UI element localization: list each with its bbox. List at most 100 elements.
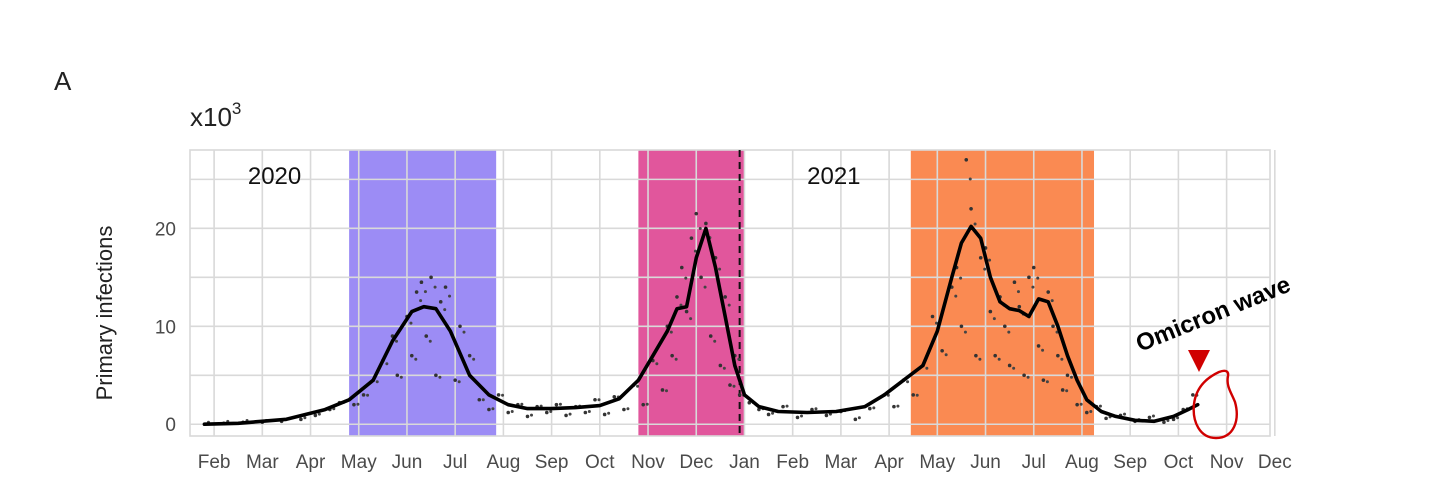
daily-point — [911, 393, 916, 397]
daily-point — [896, 404, 900, 408]
daily-point — [375, 380, 379, 384]
daily-point — [419, 299, 423, 303]
daily-point — [597, 398, 601, 402]
daily-point — [1045, 380, 1049, 384]
daily-point — [781, 404, 785, 409]
y-scale-exponent: 3 — [231, 99, 242, 118]
daily-point — [520, 402, 524, 406]
daily-point — [477, 397, 482, 402]
daily-point — [1123, 412, 1127, 416]
daily-point — [626, 407, 630, 411]
daily-point — [718, 267, 722, 271]
daily-point — [814, 407, 818, 411]
daily-point — [419, 280, 424, 285]
x-tick-label: Jul — [443, 452, 467, 473]
daily-point — [703, 285, 707, 289]
daily-point — [645, 402, 649, 406]
daily-point — [1031, 285, 1035, 289]
daily-point — [622, 407, 626, 412]
daily-point — [453, 378, 457, 382]
daily-point — [414, 290, 419, 294]
daily-point — [906, 380, 910, 384]
daily-point — [857, 416, 861, 420]
daily-point — [510, 409, 514, 413]
daily-point — [438, 300, 443, 304]
daily-point — [708, 334, 713, 338]
y-axis-label: Primary infections — [92, 226, 117, 401]
daily-point — [954, 294, 958, 298]
x-tick-label: Nov — [631, 452, 665, 473]
daily-point — [868, 406, 872, 411]
daily-point — [944, 353, 948, 357]
daily-point — [317, 412, 321, 416]
y-scale-base: x10 — [190, 102, 232, 132]
daily-point — [429, 275, 433, 280]
daily-point — [925, 366, 929, 370]
year-label-2020: 2020 — [248, 163, 301, 190]
daily-point — [1065, 373, 1070, 378]
daily-point — [698, 227, 702, 231]
daily-point — [583, 410, 588, 415]
annotation-arrow — [1188, 350, 1210, 372]
daily-point — [303, 416, 307, 420]
daily-point — [699, 275, 703, 280]
daily-point — [771, 411, 775, 415]
daily-point — [443, 308, 447, 312]
daily-point — [424, 334, 429, 338]
daily-point — [496, 393, 501, 397]
daily-point — [530, 413, 533, 417]
daily-point — [481, 398, 485, 402]
daily-point — [723, 295, 727, 299]
daily-point — [993, 353, 997, 358]
daily-point — [395, 373, 400, 378]
daily-point — [612, 395, 617, 399]
daily-point — [1046, 290, 1051, 294]
panel-label: A — [54, 66, 72, 96]
daily-point — [1089, 409, 1093, 413]
daily-point — [1176, 416, 1180, 420]
daily-point — [1041, 348, 1045, 352]
daily-point — [443, 285, 448, 289]
x-tick-label: Apr — [874, 452, 904, 473]
x-tick-label: May — [341, 452, 377, 473]
daily-point — [558, 402, 562, 406]
x-tick-label: Mar — [246, 452, 279, 473]
y-tick-label: 20 — [155, 219, 176, 240]
daily-point — [737, 357, 741, 361]
x-tick-label: Dec — [679, 452, 713, 473]
x-tick-label: Mar — [825, 452, 858, 473]
daily-point — [366, 393, 370, 397]
daily-point — [992, 317, 996, 321]
daily-point — [732, 384, 736, 388]
daily-point — [1079, 402, 1083, 406]
year-label-2021: 2021 — [807, 163, 860, 190]
daily-point — [1036, 344, 1041, 348]
daily-point — [997, 357, 1001, 361]
daily-point — [395, 339, 398, 343]
daily-point — [423, 290, 427, 294]
daily-point — [718, 363, 723, 368]
annotation-circle — [1192, 369, 1238, 440]
daily-point — [1022, 373, 1026, 378]
daily-point — [810, 407, 814, 412]
daily-point — [935, 321, 938, 325]
daily-point — [361, 393, 366, 397]
daily-point — [978, 255, 983, 260]
daily-point — [607, 411, 611, 415]
daily-point — [549, 409, 553, 413]
daily-point — [684, 309, 689, 314]
daily-point — [1056, 353, 1060, 358]
daily-point — [892, 404, 896, 409]
daily-point — [973, 222, 977, 226]
daily-point — [968, 177, 972, 181]
daily-point — [766, 412, 771, 417]
x-tick-label: Oct — [1164, 452, 1194, 473]
daily-point — [433, 285, 437, 289]
daily-point — [722, 366, 726, 370]
daily-point — [974, 353, 978, 358]
daily-point — [399, 375, 403, 379]
daily-point — [1060, 357, 1064, 361]
shaded-period-1 — [349, 150, 497, 436]
daily-point — [785, 404, 789, 408]
daily-point — [1012, 280, 1017, 285]
